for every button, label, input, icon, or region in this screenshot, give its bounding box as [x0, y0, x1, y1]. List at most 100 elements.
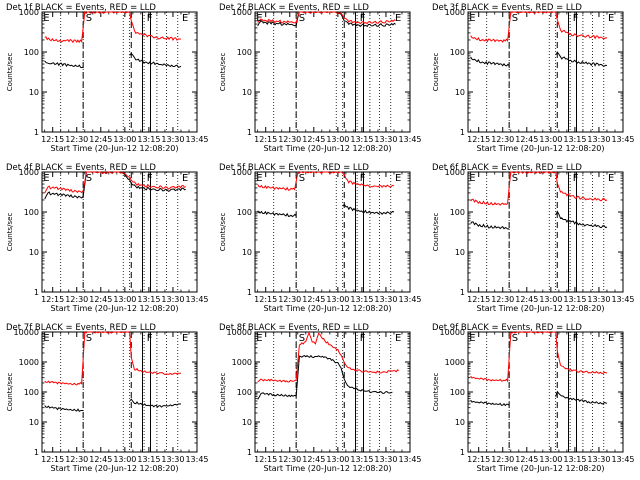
interval-marker-label: S — [299, 13, 305, 24]
x-axis-label: Start Time (20-Jun-12 12:08:20) — [477, 464, 605, 473]
y-axis-label: Counts/sec — [219, 53, 227, 92]
interval-marker-label: S — [512, 13, 518, 24]
series-black-events-line — [257, 11, 396, 28]
series-red-lld-line — [470, 11, 608, 43]
x-tick-label: 13:15 — [563, 135, 586, 144]
y-tick-label: 1 — [34, 448, 39, 457]
chart-title: Det 8f BLACK = Events, RED = LLD — [219, 323, 369, 333]
series-red-lld-line — [257, 11, 396, 25]
x-tick-label: 13:45 — [611, 295, 634, 304]
y-axis-label: Counts/sec — [219, 373, 227, 412]
interval-marker-label: F — [573, 173, 579, 184]
x-tick-label: 13:00 — [326, 455, 349, 464]
x-tick-label: 12:15 — [467, 295, 490, 304]
y-tick-label: 1000 — [19, 8, 39, 17]
x-tick-label: 13:15 — [563, 295, 586, 304]
series-black-events-line — [555, 390, 608, 405]
interval-marker-label: F — [360, 173, 366, 184]
x-tick-label: 12:30 — [278, 455, 301, 464]
chart-panel: Det 8f BLACK = Events, RED = LLD 1 10 100 10… — [219, 323, 422, 473]
series-black-events-line — [470, 399, 510, 407]
y-tick-label: 10 — [242, 248, 252, 257]
chart-title: Det 9f BLACK = Events, RED = LLD — [432, 323, 582, 333]
x-tick-label: 13:45 — [611, 455, 634, 464]
y-tick-label: 100 — [24, 48, 39, 57]
interval-marker-label: S — [299, 173, 305, 184]
y-tick-label: 10000 — [14, 328, 39, 337]
interval-marker-label: E — [395, 173, 401, 184]
x-tick-label: 13:15 — [350, 455, 373, 464]
y-tick-label: 100 — [237, 208, 252, 217]
x-tick-label: 12:15 — [467, 455, 490, 464]
y-tick-label: 1000 — [19, 358, 39, 367]
x-tick-label: 12:45 — [302, 295, 325, 304]
x-tick-label: 13:00 — [539, 135, 562, 144]
interval-marker-label: E — [608, 13, 614, 24]
chart-title: Det 3f BLACK = Events, RED = LLD — [432, 3, 582, 13]
y-tick-label: 1 — [247, 128, 252, 137]
x-tick-label: 13:30 — [587, 135, 610, 144]
chart-title: Det 7f BLACK = Events, RED = LLD — [6, 323, 156, 333]
series-red-lld-line — [470, 171, 608, 206]
x-axis-label: Start Time (20-Jun-12 12:08:20) — [477, 304, 605, 313]
x-tick-label: 12:30 — [278, 135, 301, 144]
chart-panel: Det 7f BLACK = Events, RED = LLD 1 10 100 10… — [6, 323, 209, 473]
series-red-lld-line — [257, 171, 395, 191]
x-tick-label: 12:15 — [467, 135, 490, 144]
x-tick-label: 13:30 — [161, 455, 184, 464]
interval-marker-label: S — [86, 173, 92, 184]
y-tick-label: 1 — [460, 288, 465, 297]
y-tick-label: 10000 — [227, 328, 252, 337]
interval-marker-label: E — [256, 333, 262, 344]
x-tick-label: 13:15 — [350, 135, 373, 144]
interval-marker-label: F — [360, 333, 366, 344]
chart-panel: Det 1f BLACK = Events, RED = LLD 1 10 100 10… — [6, 3, 209, 153]
x-tick-label: 13:45 — [398, 295, 421, 304]
y-tick-label: 100 — [237, 48, 252, 57]
x-axis-label: Start Time (20-Jun-12 12:08:20) — [477, 144, 605, 153]
series-black-events-line — [257, 354, 393, 400]
series-black-events-line — [257, 210, 297, 218]
x-tick-label: 13:30 — [587, 455, 610, 464]
y-tick-label: 1000 — [19, 168, 39, 177]
chart-title: Det 6f BLACK = Events, RED = LLD — [432, 163, 582, 173]
series-black-events-line — [129, 52, 182, 68]
plot-frame — [254, 171, 411, 293]
y-axis-label: Counts/sec — [432, 53, 440, 92]
x-tick-label: 13:45 — [185, 295, 208, 304]
x-axis-label: Start Time (20-Jun-12 12:08:20) — [264, 464, 392, 473]
x-tick-label: 13:15 — [563, 455, 586, 464]
x-tick-label: 12:30 — [65, 135, 88, 144]
series-black-events-line — [342, 203, 395, 215]
y-tick-label: 10000 — [440, 328, 465, 337]
x-axis-label: Start Time (20-Jun-12 12:08:20) — [51, 464, 179, 473]
x-tick-label: 12:15 — [41, 295, 64, 304]
series-red-lld-line — [44, 331, 182, 386]
interval-marker-label: F — [147, 13, 153, 24]
y-tick-label: 1 — [34, 288, 39, 297]
x-tick-label: 13:00 — [539, 295, 562, 304]
x-tick-label: 13:30 — [374, 135, 397, 144]
x-tick-label: 13:30 — [161, 295, 184, 304]
interval-marker-label: F — [573, 333, 579, 344]
interval-marker-label: S — [86, 13, 92, 24]
chart-panel: Det 6f BLACK = Events, RED = LLD 1 10 100 10… — [432, 163, 635, 313]
interval-marker-label: E — [395, 333, 401, 344]
chart-title: Det 1f BLACK = Events, RED = LLD — [6, 3, 156, 13]
y-tick-label: 10 — [242, 88, 252, 97]
interval-marker-label: E — [608, 333, 614, 344]
x-tick-label: 12:30 — [65, 455, 88, 464]
y-tick-label: 10 — [455, 418, 465, 427]
y-tick-label: 1000 — [232, 358, 252, 367]
x-tick-label: 13:15 — [137, 455, 160, 464]
chart-title: Det 4f BLACK = Events, RED = LLD — [6, 163, 156, 173]
series-red-lld-line — [257, 331, 400, 383]
plot-frame — [41, 331, 198, 453]
plot-frame — [41, 11, 198, 133]
series-black-events-line — [129, 398, 182, 408]
y-tick-label: 1 — [34, 128, 39, 137]
interval-marker-label: E — [182, 13, 188, 24]
x-tick-label: 13:00 — [113, 135, 136, 144]
chart-panel: Det 3f BLACK = Events, RED = LLD 1 10 100 10… — [432, 3, 635, 153]
series-red-lld-line — [44, 171, 186, 194]
